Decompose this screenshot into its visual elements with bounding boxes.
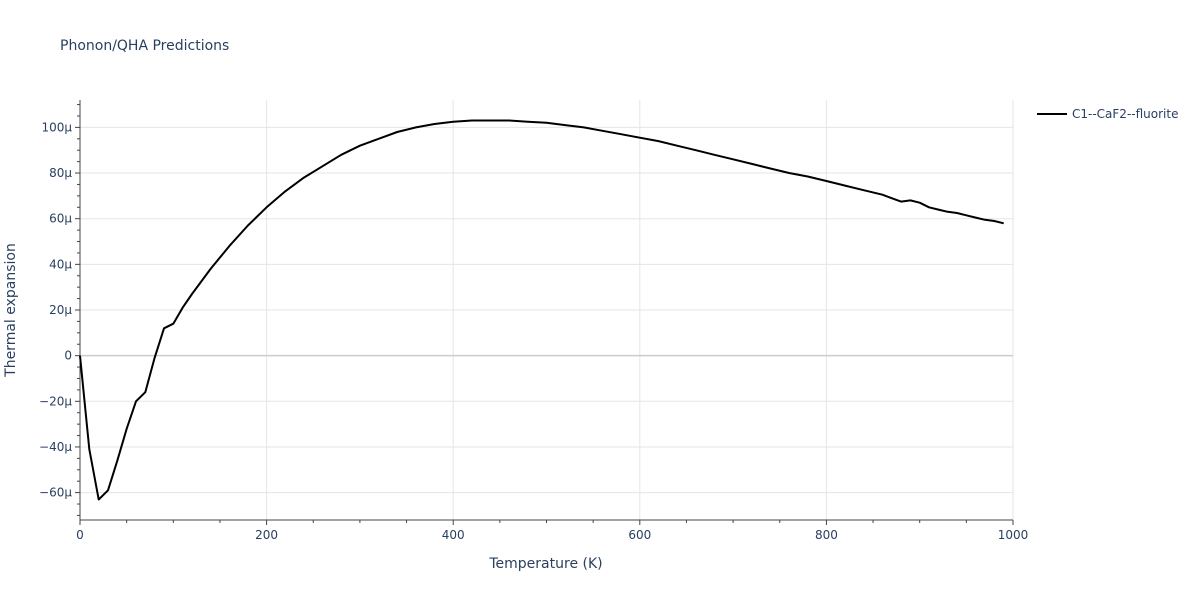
x-tick-label: 1000 <box>998 528 1029 542</box>
y-tick-label: 40μ <box>49 257 72 271</box>
y-tick-label: 100μ <box>41 120 72 134</box>
y-tick-label: −20μ <box>39 394 72 408</box>
x-tick-label: 200 <box>255 528 278 542</box>
axis-layer: 0 200 400 600 800 1000 −60μ −40μ −20μ 0 20μ 40μ 60μ 8… <box>39 100 1028 542</box>
y-axis-title: Thermal expansion <box>3 243 19 378</box>
y-tick-label: −40μ <box>39 440 72 454</box>
y-tick-label: 20μ <box>49 303 72 317</box>
x-tick-label: 0 <box>76 528 84 542</box>
legend[interactable]: C1--CaF2--fluorite <box>1037 107 1178 121</box>
y-tick-label: −60μ <box>39 486 72 500</box>
series-line-0 <box>79 119 1004 501</box>
x-axis-title: Temperature (K) <box>488 556 602 572</box>
legend-label[interactable]: C1--CaF2--fluorite <box>1072 107 1178 121</box>
series-layer <box>79 119 1004 501</box>
x-tick-label: 600 <box>628 528 651 542</box>
y-tick-label: 0 <box>64 349 72 363</box>
grid-layer <box>80 100 1014 520</box>
x-tick-label: 400 <box>442 528 465 542</box>
y-tick-label: 80μ <box>49 166 72 180</box>
chart-title: Phonon/QHA Predictions <box>60 38 229 54</box>
x-tick-label: 800 <box>815 528 838 542</box>
y-tick-label: 60μ <box>49 212 72 226</box>
